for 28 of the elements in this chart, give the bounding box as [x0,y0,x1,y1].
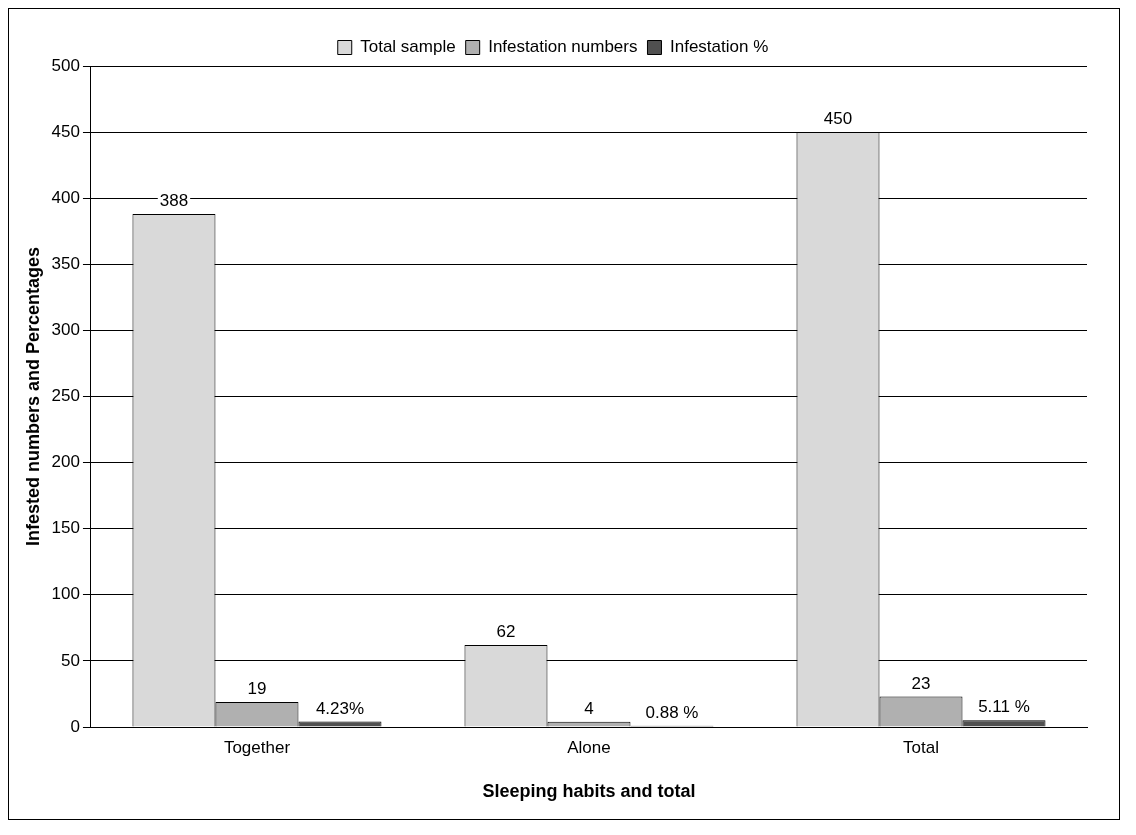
legend-label: Infestation % [669,37,769,57]
data-label: 19 [247,679,267,699]
y-tick-label: 250 [51,386,80,406]
x-tick-label: Together [223,737,291,757]
data-label: 4 [584,698,594,718]
data-label: 0.88 % [645,703,699,723]
y-tick-label: 350 [51,253,80,273]
data-label: 23 [911,673,931,693]
y-tick-label: 450 [51,121,80,141]
y-tick-label: 100 [51,584,80,604]
data-label: 4.23% [315,698,365,718]
x-tick-label: Alone [567,737,611,757]
data-label: 62 [496,622,516,642]
data-label: 450 [823,109,853,129]
y-tick-label: 50 [61,650,80,670]
y-tick-label: 300 [51,320,80,340]
data-label: 388 [159,191,189,211]
x-tick-label: Total [903,737,939,757]
y-tick-label: 150 [51,518,80,538]
y-tick-label: 200 [51,452,80,472]
y-tick-label: 500 [51,55,80,75]
legend-label: Total sample [360,37,456,57]
y-tick-label: 0 [70,716,80,736]
y-tick-label: 400 [51,187,80,207]
data-label: 5.11 % [978,697,1030,717]
x-axis-title: Sleeping habits and total [482,781,696,802]
y-axis-title: Infested numbers and Percentages [22,246,43,547]
legend-label: Infestation numbers [488,37,638,57]
